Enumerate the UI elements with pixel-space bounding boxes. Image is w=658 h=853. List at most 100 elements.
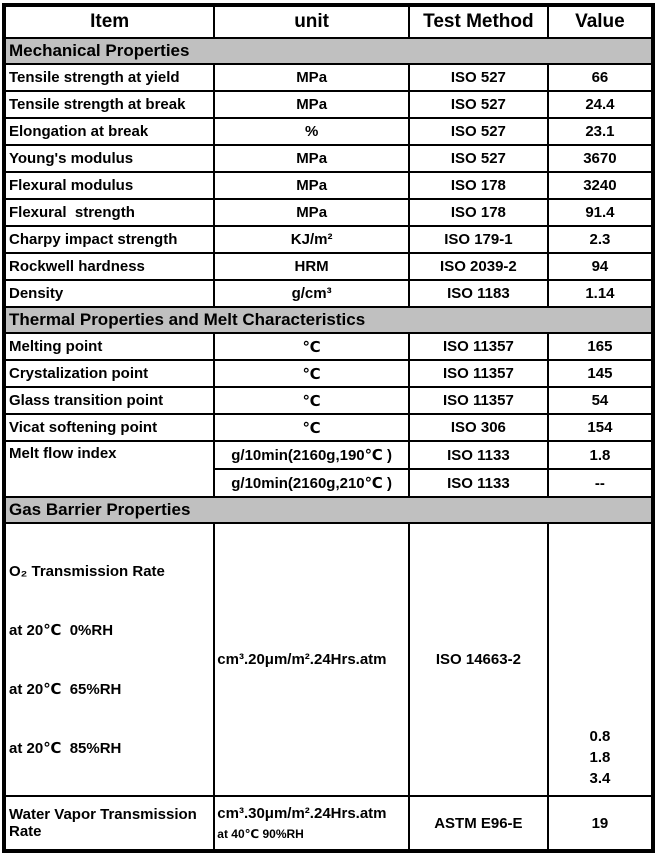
column-header-test-method: Test Method [407, 4, 549, 39]
method-cell: ISO 14663-2 [407, 522, 549, 797]
table-row: Flexural strength MPa ISO 178 91.4 [2, 198, 655, 227]
method-cell: ISO 2039-2 [407, 252, 549, 281]
section-title: Mechanical Properties [3, 37, 654, 65]
value-cell: 54 [546, 386, 655, 415]
table-row-water-vapor: Water Vapor Transmission Rate cm³.30μm/m… [2, 795, 655, 852]
properties-table: Item unit Test Method Value Mechanical P… [2, 3, 655, 853]
unit-cell: MPa [213, 198, 410, 227]
value-cell: 23.1 [546, 117, 655, 146]
item-cell: Tensile strength at break [2, 90, 216, 119]
method-cell: ISO 11357 [407, 386, 549, 415]
unit-cell: MPa [213, 144, 410, 173]
item-cell: Flexural strength [2, 198, 216, 227]
o2-value: 1.8 [589, 749, 611, 766]
item-cell: Young's modulus [2, 144, 216, 173]
value-cell: 1.8 [546, 440, 655, 470]
o2-condition: at 20℃ 65%RH [9, 681, 122, 698]
unit-cell: g/10min(2160g,190℃ ) [213, 440, 410, 470]
value-cell: -- [546, 468, 655, 498]
table-row-melt-flow-2: g/10min(2160g,210℃ ) ISO 1133 -- [4, 468, 655, 498]
value-cell: 154 [546, 413, 655, 442]
unit-cell: MPa [213, 171, 410, 200]
value-cell: 3670 [546, 144, 655, 173]
item-cell: Rockwell hardness [2, 252, 216, 281]
unit-cell: g/cm³ [213, 279, 410, 308]
method-cell: ISO 306 [407, 413, 549, 442]
item-cell: Melt flow index [2, 440, 216, 498]
unit-cell: KJ/m² [213, 225, 410, 254]
table-row-melt-flow-1: Melt flow index g/10min(2160g,190℃ ) ISO… [2, 440, 655, 498]
o2-condition: at 20℃ 0%RH [9, 622, 114, 639]
item-cell: Melting point [2, 332, 216, 361]
o2-item-title: O₂ Transmission Rate [9, 563, 165, 580]
item-cell: Crystalization point [2, 359, 216, 388]
value-cell: 1.14 [546, 279, 655, 308]
item-cell: Density [2, 279, 216, 308]
column-header-unit: unit [213, 4, 410, 39]
o2-condition: at 20℃ 85%RH [9, 740, 122, 757]
unit-cell: ℃ [213, 359, 410, 388]
unit-cell: ℃ [213, 413, 410, 442]
table-row: Melting point ℃ ISO 11357 165 [2, 332, 655, 361]
table-row: Vicat softening point ℃ ISO 306 154 [2, 413, 655, 442]
column-header-value: Value [546, 4, 655, 39]
table-row: Tensile strength at break MPa ISO 527 24… [2, 90, 655, 119]
unit-cell: MPa [213, 63, 410, 92]
table-row: Glass transition point ℃ ISO 11357 54 [2, 386, 655, 415]
item-cell: Charpy impact strength [2, 225, 216, 254]
value-cell: 66 [546, 63, 655, 92]
method-cell: ISO 527 [407, 90, 549, 119]
value-cell: 145 [546, 359, 655, 388]
section-header-thermal: Thermal Properties and Melt Characterist… [3, 306, 654, 334]
table-row-o2-transmission: O₂ Transmission Rate at 20℃ 0%RH at 20℃ … [2, 522, 655, 797]
table-row: Crystalization point ℃ ISO 11357 145 [2, 359, 655, 388]
item-cell: Elongation at break [2, 117, 216, 146]
value-cell: 24.4 [546, 90, 655, 119]
table-row: Flexural modulus MPa ISO 178 3240 [2, 171, 655, 200]
value-cell: 19 [546, 795, 655, 852]
unit-cell: cm³.20μm/m².24Hrs.atm [213, 522, 410, 797]
method-cell: ISO 1183 [407, 279, 549, 308]
method-cell: ISO 1133 [407, 440, 549, 470]
unit-cell: MPa [213, 90, 410, 119]
unit-cell: ℃ [213, 386, 410, 415]
method-cell: ISO 527 [407, 63, 549, 92]
item-cell: Water Vapor Transmission Rate [2, 795, 216, 852]
o2-value: 0.8 [589, 728, 611, 745]
item-cell: O₂ Transmission Rate at 20℃ 0%RH at 20℃ … [2, 522, 216, 797]
value-cell: 3240 [546, 171, 655, 200]
unit-cell: % [213, 117, 410, 146]
table-row: Elongation at break % ISO 527 23.1 [2, 117, 655, 146]
table-row: Young's modulus MPa ISO 527 3670 [2, 144, 655, 173]
section-header-gas-barrier: Gas Barrier Properties [3, 496, 654, 524]
unit-cell: ℃ [213, 332, 410, 361]
value-cell: 94 [546, 252, 655, 281]
method-cell: ISO 179-1 [407, 225, 549, 254]
value-cell: 165 [546, 332, 655, 361]
method-cell: ASTM E96-E [407, 795, 549, 852]
unit-cell: cm³.30μm/m².24Hrs.atm at 40℃ 90%RH [213, 795, 410, 852]
method-cell: ISO 178 [407, 171, 549, 200]
table-row: Rockwell hardness HRM ISO 2039-2 94 [2, 252, 655, 281]
column-header-item: Item [2, 4, 216, 39]
table-row: Charpy impact strength KJ/m² ISO 179-1 2… [2, 225, 655, 254]
value-cell: 2.3 [546, 225, 655, 254]
table-row: Density g/cm³ ISO 1183 1.14 [2, 279, 655, 308]
section-title: Gas Barrier Properties [3, 496, 654, 524]
section-header-mechanical: Mechanical Properties [3, 37, 654, 65]
table-header-row: Item unit Test Method Value [2, 4, 655, 39]
wvtr-unit-line2: at 40℃ 90%RH [217, 827, 304, 841]
value-cell: 0.8 1.8 3.4 [546, 522, 655, 797]
item-cell: Glass transition point [2, 386, 216, 415]
unit-cell: HRM [213, 252, 410, 281]
method-cell: ISO 11357 [407, 332, 549, 361]
wvtr-unit-line1: cm³.30μm/m².24Hrs.atm [217, 805, 387, 822]
unit-cell: g/10min(2160g,210℃ ) [213, 468, 410, 498]
method-cell: ISO 527 [407, 117, 549, 146]
item-cell: Vicat softening point [2, 413, 216, 442]
item-cell: Flexural modulus [2, 171, 216, 200]
method-cell: ISO 11357 [407, 359, 549, 388]
section-title: Thermal Properties and Melt Characterist… [3, 306, 654, 334]
method-cell: ISO 178 [407, 198, 549, 227]
o2-value: 3.4 [589, 770, 611, 787]
